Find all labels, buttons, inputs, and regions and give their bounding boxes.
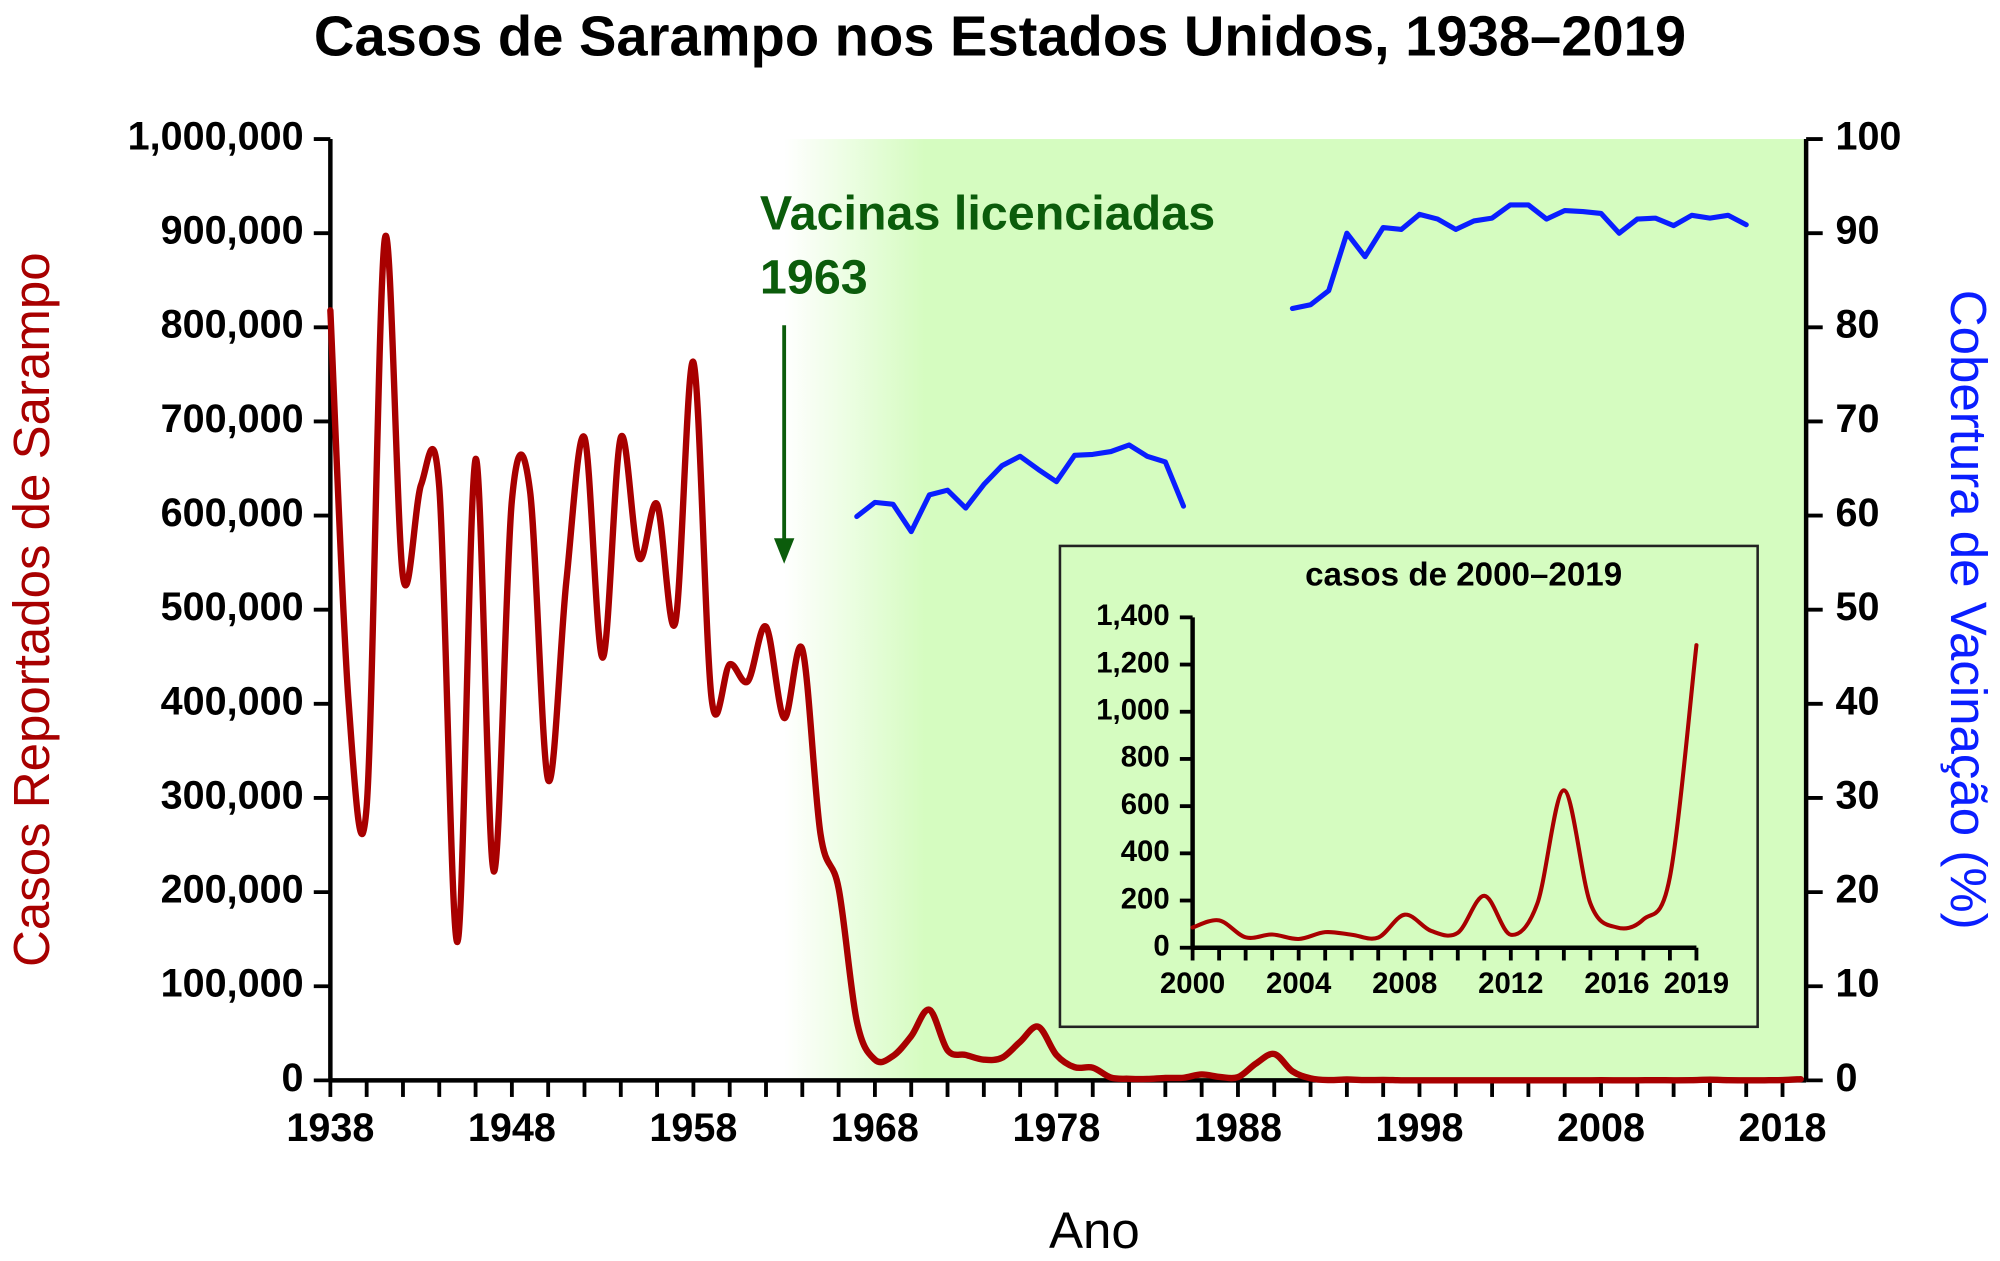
annotation-arrowhead — [773, 538, 795, 564]
y-tick-label: 200,000 — [161, 868, 304, 912]
y2-tick-label: 80 — [1835, 303, 1879, 347]
x-tick-label: 2008 — [1557, 1106, 1645, 1150]
y-axis-title: Casos Reportados de Sarampo — [3, 252, 60, 967]
y-tick-label: 600,000 — [161, 491, 304, 535]
annotation-text: Vacinas licenciadas — [760, 187, 1215, 241]
x-tick-label: 2019 — [1664, 967, 1729, 1000]
x-tick-label: 2018 — [1739, 1106, 1827, 1150]
data-line — [1190, 643, 1699, 942]
x-tick-label: 1948 — [468, 1106, 556, 1150]
y2-tick-label: 60 — [1835, 491, 1879, 535]
data-line — [854, 202, 1749, 535]
y-tick-label: 1,000 — [1096, 693, 1169, 726]
y-tick-label: 400,000 — [161, 679, 304, 723]
y2-tick-label: 30 — [1835, 773, 1879, 817]
y2-tick-label: 90 — [1835, 209, 1879, 253]
y2-axis-title: Cobertura de Vacinação (%) — [1940, 290, 1997, 930]
y-tick-label: 800,000 — [161, 303, 304, 347]
y-tick-label: 200 — [1121, 882, 1170, 915]
x-tick-label: 1968 — [831, 1106, 919, 1150]
chart-title: Casos de Sarampo nos Estados Unidos, 193… — [314, 5, 1686, 68]
x-axis-title: Ano — [1049, 1202, 1140, 1259]
y-tick-label: 300,000 — [161, 773, 304, 817]
y2-tick-label: 40 — [1835, 679, 1879, 723]
y2-tick-label: 10 — [1835, 962, 1879, 1006]
y-tick-label: 400 — [1121, 835, 1170, 868]
x-tick-label: 1988 — [1194, 1106, 1282, 1150]
y-tick-label: 1,400 — [1096, 599, 1169, 632]
x-tick-label: 1978 — [1012, 1106, 1100, 1150]
y2-tick-label: 0 — [1835, 1056, 1857, 1100]
y2-tick-label: 70 — [1835, 397, 1879, 441]
x-tick-label: 1938 — [286, 1106, 374, 1150]
x-tick-label: 2004 — [1266, 967, 1332, 1000]
y-tick-label: 600 — [1121, 788, 1170, 821]
y-tick-label: 700,000 — [161, 397, 304, 441]
x-tick-label: 2016 — [1584, 967, 1649, 1000]
y2-tick-label: 50 — [1835, 585, 1879, 629]
y-tick-label: 1,200 — [1096, 646, 1169, 679]
y-tick-label: 900,000 — [161, 209, 304, 253]
y-tick-label: 500,000 — [161, 585, 304, 629]
y-tick-label: 800 — [1121, 741, 1170, 774]
x-tick-label: 2012 — [1478, 967, 1543, 1000]
y-tick-label: 1,000,000 — [128, 114, 304, 158]
y2-tick-label: 100 — [1835, 114, 1901, 158]
y-tick-label: 0 — [282, 1056, 304, 1100]
data-line — [327, 232, 1804, 1084]
x-tick-label: 1998 — [1376, 1106, 1464, 1150]
y2-tick-label: 20 — [1835, 868, 1879, 912]
y-tick-label: 0 — [1153, 929, 1169, 962]
x-tick-label: 1958 — [649, 1106, 737, 1150]
annotation-text: 1963 — [760, 250, 868, 304]
y-tick-label: 100,000 — [161, 962, 304, 1006]
x-tick-label: 2008 — [1372, 967, 1437, 1000]
x-tick-label: 2000 — [1160, 967, 1225, 1000]
inset-title: casos de 2000–2019 — [1305, 556, 1622, 593]
